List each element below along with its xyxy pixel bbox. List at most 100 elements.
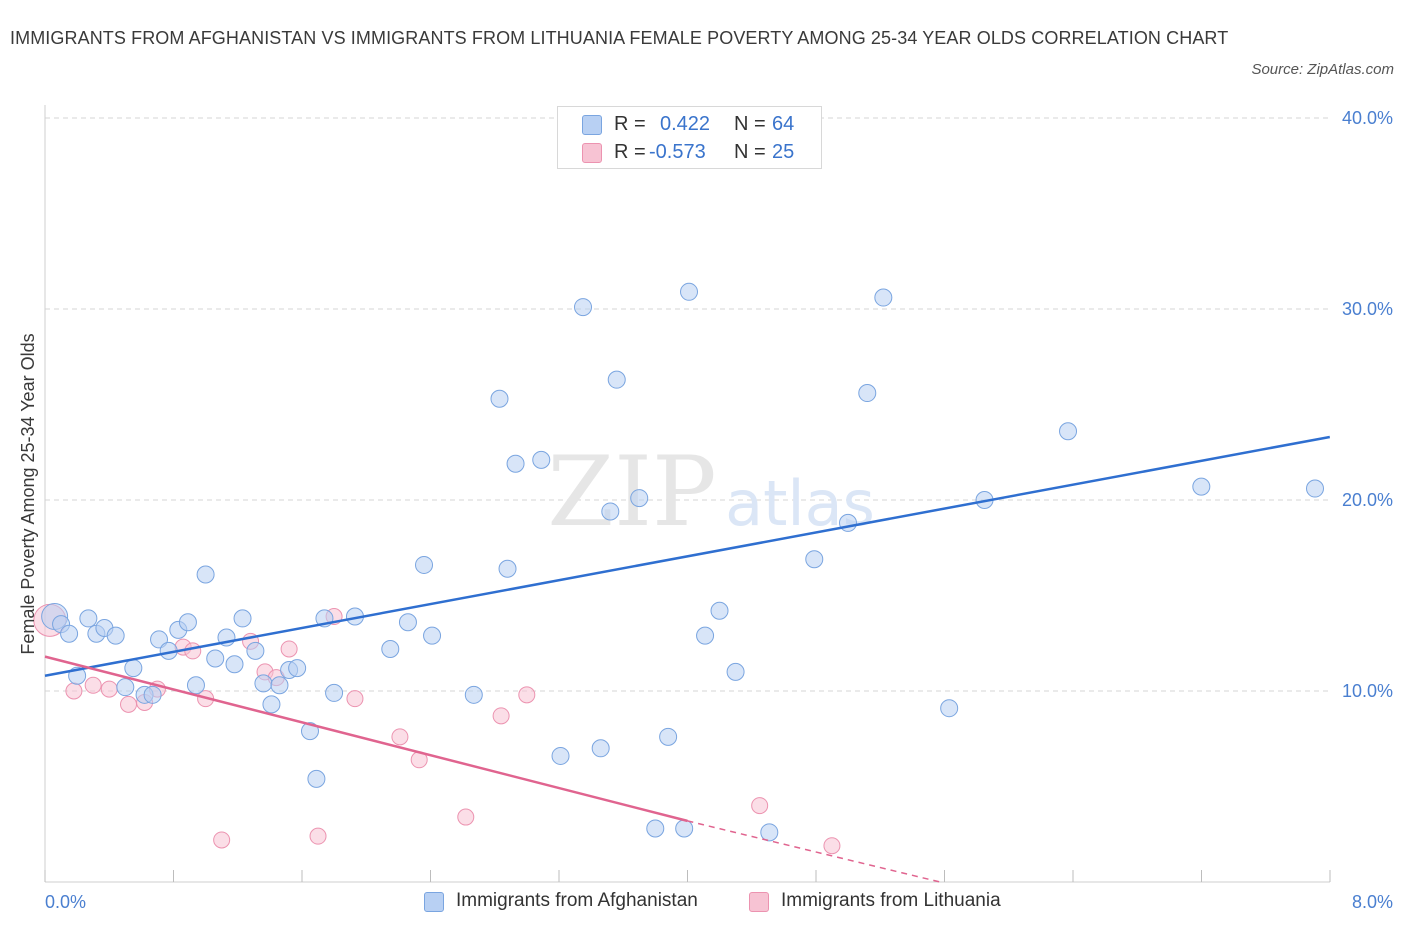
y-tick-label: 10.0% bbox=[1342, 681, 1393, 701]
point-afghanistan bbox=[940, 699, 959, 718]
point-afghanistan bbox=[490, 389, 509, 408]
legend-r-label: R = bbox=[614, 141, 646, 163]
point-afghanistan bbox=[225, 655, 244, 674]
legend-swatch-blue bbox=[582, 115, 602, 135]
point-lithuania bbox=[492, 707, 510, 725]
point-afghanistan bbox=[506, 454, 525, 473]
point-afghanistan bbox=[246, 641, 265, 660]
y-tick-label: 20.0% bbox=[1342, 490, 1393, 510]
point-afghanistan bbox=[270, 676, 289, 695]
point-afghanistan bbox=[805, 550, 824, 569]
grid-lines bbox=[45, 117, 1330, 692]
point-afghanistan bbox=[1059, 422, 1078, 441]
point-afghanistan bbox=[574, 298, 593, 317]
point-afghanistan bbox=[1306, 479, 1324, 498]
trend-line-lithuania-extension bbox=[687, 820, 941, 883]
point-afghanistan bbox=[726, 662, 745, 681]
point-afghanistan bbox=[398, 613, 417, 632]
point-afghanistan bbox=[874, 288, 893, 307]
point-lithuania bbox=[823, 837, 841, 855]
point-afghanistan bbox=[646, 819, 665, 838]
point-lithuania bbox=[120, 695, 138, 713]
bottom-legend-label: Immigrants from Afghanistan bbox=[456, 890, 698, 911]
point-afghanistan bbox=[858, 384, 877, 403]
watermark: ZIP atlas bbox=[547, 436, 875, 548]
point-afghanistan bbox=[710, 601, 729, 620]
legend-r-value: 0.422 bbox=[660, 113, 711, 135]
point-afghanistan bbox=[196, 565, 215, 584]
point-afghanistan bbox=[591, 739, 610, 758]
chart-title: IMMIGRANTS FROM AFGHANISTAN VS IMMIGRANT… bbox=[10, 28, 1229, 48]
point-lithuania bbox=[346, 690, 364, 708]
legend-n-label: N = bbox=[734, 141, 766, 163]
legend-r-label: R = bbox=[614, 113, 646, 135]
point-lithuania bbox=[457, 808, 475, 826]
point-afghanistan bbox=[307, 769, 326, 788]
point-afghanistan bbox=[1192, 477, 1211, 496]
point-lithuania bbox=[280, 640, 298, 658]
point-lithuania bbox=[391, 728, 409, 746]
point-afghanistan bbox=[262, 695, 281, 714]
point-afghanistan bbox=[630, 489, 649, 508]
point-afghanistan bbox=[659, 727, 678, 746]
point-afghanistan bbox=[680, 282, 699, 301]
point-afghanistan bbox=[79, 609, 98, 628]
bottom-legend-swatch-pink bbox=[749, 892, 769, 912]
point-lithuania bbox=[213, 831, 231, 849]
point-lithuania bbox=[309, 827, 327, 845]
watermark-zip: ZIP bbox=[547, 436, 716, 548]
bottom-legend-label: Immigrants from Lithuania bbox=[781, 890, 1001, 911]
point-afghanistan bbox=[423, 626, 442, 645]
trend-lines bbox=[44, 435, 1331, 883]
point-lithuania bbox=[751, 797, 769, 815]
point-afghanistan bbox=[607, 370, 626, 389]
point-afghanistan bbox=[60, 624, 79, 643]
y-axis-label: Female Poverty Among 25-34 Year Olds bbox=[18, 333, 38, 654]
legend-swatch-pink bbox=[582, 143, 602, 163]
point-lithuania bbox=[184, 642, 202, 660]
point-afghanistan bbox=[178, 613, 197, 632]
point-afghanistan bbox=[532, 450, 551, 469]
point-afghanistan bbox=[106, 626, 125, 645]
y-tick-label: 30.0% bbox=[1342, 299, 1393, 319]
point-afghanistan bbox=[206, 649, 225, 668]
correlation-legend: R = 0.422 N = 64 R = -0.573 N = 25 bbox=[557, 106, 822, 169]
point-lithuania bbox=[518, 686, 536, 704]
point-afghanistan bbox=[551, 746, 570, 765]
point-afghanistan bbox=[288, 659, 307, 678]
point-afghanistan bbox=[760, 823, 779, 842]
point-afghanistan bbox=[116, 678, 135, 697]
legend-n-label: N = bbox=[734, 113, 766, 135]
point-lithuania bbox=[100, 680, 118, 698]
point-afghanistan bbox=[325, 683, 344, 702]
point-afghanistan bbox=[254, 674, 273, 693]
point-afghanistan bbox=[143, 685, 162, 704]
x-tick-label: 0.0% bbox=[45, 892, 86, 912]
point-afghanistan bbox=[233, 609, 252, 628]
source-label: Source: ZipAtlas.com bbox=[1251, 61, 1394, 78]
tick-labels: 10.0% 20.0% 30.0% 40.0% 0.0% 8.0% bbox=[45, 108, 1393, 912]
point-lithuania bbox=[84, 676, 102, 694]
point-afghanistan bbox=[124, 659, 143, 678]
point-afghanistan bbox=[300, 722, 319, 741]
point-afghanistan bbox=[601, 502, 620, 521]
point-afghanistan bbox=[498, 559, 517, 578]
y-tick-label: 40.0% bbox=[1342, 108, 1393, 128]
point-afghanistan bbox=[186, 676, 205, 695]
legend-r-value: -0.573 bbox=[649, 141, 706, 163]
point-afghanistan bbox=[464, 685, 483, 704]
x-tick-label: 8.0% bbox=[1352, 892, 1393, 912]
trend-line-afghanistan bbox=[44, 435, 1331, 677]
legend-n-value: 25 bbox=[772, 141, 795, 163]
legend-n-value: 64 bbox=[772, 113, 795, 135]
axes bbox=[44, 105, 1331, 883]
point-afghanistan bbox=[675, 819, 694, 838]
trend-line-lithuania bbox=[44, 655, 688, 823]
point-afghanistan bbox=[381, 639, 400, 658]
bottom-legend-swatch-blue bbox=[424, 892, 444, 912]
series-afghanistan bbox=[41, 282, 1324, 842]
point-afghanistan bbox=[696, 626, 715, 645]
point-lithuania bbox=[65, 682, 83, 700]
point-afghanistan bbox=[415, 555, 434, 574]
